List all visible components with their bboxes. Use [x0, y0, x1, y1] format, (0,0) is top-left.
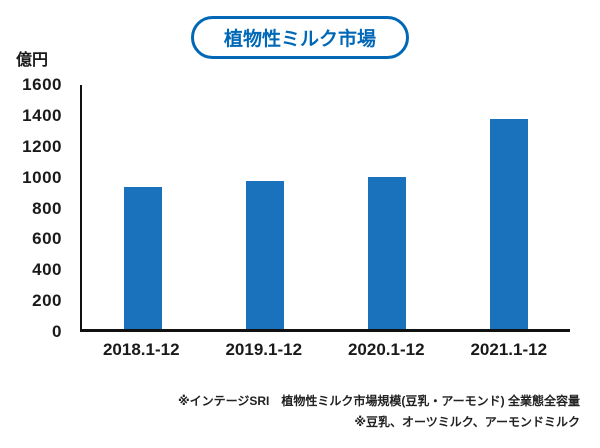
x-axis-labels: 2018.1-12 2019.1-12 2020.1-12 2021.1-12	[80, 340, 570, 360]
plot-area	[80, 85, 570, 332]
x-category-label: 2019.1-12	[225, 340, 303, 359]
bar-slot	[204, 85, 326, 329]
y-tick-label: 800	[32, 198, 62, 218]
bar	[124, 187, 162, 329]
y-tick-label: 0	[52, 322, 62, 341]
source-notes: ※インテージSRI 植物性ミルク市場規模(豆乳・アーモンド) 全業態全容量 ※豆…	[178, 391, 580, 432]
x-category-label: 2021.1-12	[470, 340, 548, 359]
y-axis-unit-label: 億円	[16, 52, 49, 69]
bar	[368, 176, 406, 329]
x-category-label: 2020.1-12	[347, 340, 425, 359]
bar	[490, 118, 528, 329]
source-note-line1: ※インテージSRI 植物性ミルク市場規模(豆乳・アーモンド) 全業態全容量	[177, 394, 580, 409]
y-tick-label: 200	[32, 291, 62, 311]
bar-slot	[82, 85, 204, 329]
y-tick-label: 400	[32, 260, 62, 280]
y-tick-label: 1000	[22, 167, 62, 187]
y-tick-label: 1400	[22, 105, 62, 125]
y-tick-label: 600	[32, 229, 62, 249]
bar-slot	[326, 85, 448, 329]
y-axis-ticks: 0 200 400 600 800 1000 1200 1400 1600	[0, 75, 72, 341]
bar-slot	[448, 85, 570, 329]
x-category-label: 2018.1-12	[102, 340, 180, 359]
bar	[246, 181, 284, 329]
chart-title: 植物性ミルク市場	[190, 16, 410, 59]
y-tick-label: 1200	[22, 136, 62, 156]
bars-container	[82, 85, 570, 329]
source-note-line2: ※豆乳、オーツミルク、アーモンドミルク	[354, 414, 580, 429]
y-tick-label: 1600	[22, 75, 62, 94]
